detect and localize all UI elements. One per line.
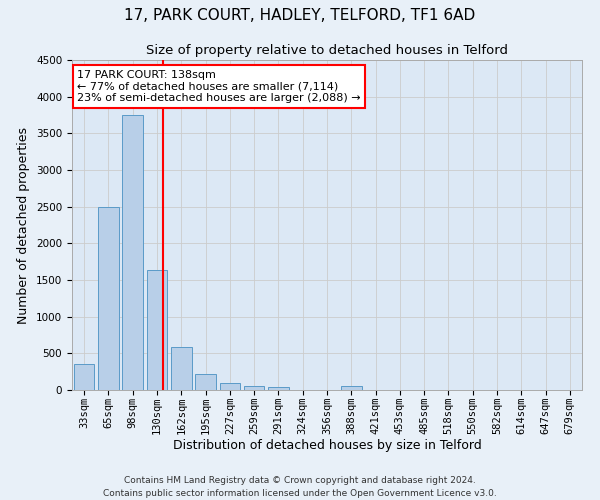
Bar bbox=[74, 364, 94, 390]
Bar bbox=[244, 386, 265, 390]
Text: Contains HM Land Registry data © Crown copyright and database right 2024.
Contai: Contains HM Land Registry data © Crown c… bbox=[103, 476, 497, 498]
Title: Size of property relative to detached houses in Telford: Size of property relative to detached ho… bbox=[146, 44, 508, 58]
Bar bbox=[268, 387, 289, 390]
Bar bbox=[341, 386, 362, 390]
Bar bbox=[146, 270, 167, 390]
Y-axis label: Number of detached properties: Number of detached properties bbox=[17, 126, 31, 324]
X-axis label: Distribution of detached houses by size in Telford: Distribution of detached houses by size … bbox=[173, 440, 481, 452]
Bar bbox=[98, 206, 119, 390]
Bar bbox=[171, 346, 191, 390]
Text: 17 PARK COURT: 138sqm
← 77% of detached houses are smaller (7,114)
23% of semi-d: 17 PARK COURT: 138sqm ← 77% of detached … bbox=[77, 70, 361, 103]
Bar bbox=[122, 115, 143, 390]
Text: 17, PARK COURT, HADLEY, TELFORD, TF1 6AD: 17, PARK COURT, HADLEY, TELFORD, TF1 6AD bbox=[124, 8, 476, 22]
Bar bbox=[220, 382, 240, 390]
Bar bbox=[195, 374, 216, 390]
